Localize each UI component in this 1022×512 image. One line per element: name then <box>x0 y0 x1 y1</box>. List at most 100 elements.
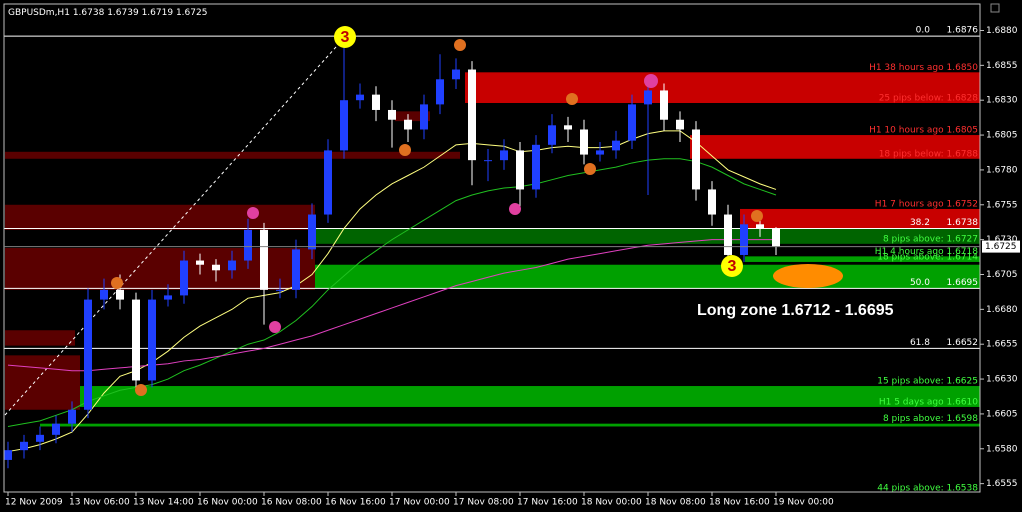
level-value: 1.6876 <box>947 26 979 36</box>
window-icon[interactable] <box>990 3 1000 13</box>
candle-body <box>388 109 396 120</box>
level-label: 0.0 <box>916 26 931 36</box>
marker <box>566 93 578 105</box>
marker <box>111 277 123 289</box>
marker <box>247 207 259 219</box>
y-tick-label: 1.6755 <box>986 200 1018 210</box>
candle-body <box>20 441 28 451</box>
candle-body <box>676 119 684 130</box>
wave-label: 3 <box>341 29 350 46</box>
zone-label: 8 pips above: 1.6598 <box>883 414 978 424</box>
y-tick-label: 1.6855 <box>986 61 1018 71</box>
axes: 1.6880 1.6855 1.6830 1.6805 1.6780 1.6755 1.67… <box>4 26 1020 508</box>
y-tick-label: 1.6780 <box>986 165 1018 175</box>
target-ellipse <box>773 264 843 288</box>
x-tick-label: 13 Nov 06:00 <box>69 498 130 508</box>
ohlc-close: 1.6725 <box>176 8 208 18</box>
x-tick-label: 16 Nov 16:00 <box>325 498 386 508</box>
candle-body <box>452 69 460 80</box>
candle-body <box>340 100 348 151</box>
zone <box>75 386 980 407</box>
candle-body <box>372 94 380 110</box>
zone <box>5 248 315 290</box>
level-value: 1.6738 <box>947 218 979 228</box>
candle-body <box>292 249 300 290</box>
zone-label: H1 4 hours ago 1.6718 <box>875 247 978 257</box>
y-tick-label: 1.6730 <box>986 235 1018 245</box>
marker <box>751 210 763 222</box>
zone <box>690 135 980 159</box>
x-tick-label: 17 Nov 08:00 <box>453 498 514 508</box>
price-box <box>982 240 1020 253</box>
level-label: 50.0 <box>910 278 930 288</box>
markers: 3 3 <box>111 26 843 396</box>
candles <box>4 44 780 469</box>
zone <box>395 111 430 122</box>
candle-body <box>52 423 60 435</box>
price-label: 1.6725 <box>985 242 1017 252</box>
candle-body <box>148 299 156 381</box>
candle-body <box>772 228 780 247</box>
zone-label: H1 7 hours ago 1.6752 <box>875 199 978 209</box>
candle-body <box>644 90 652 105</box>
candle-body <box>564 125 572 130</box>
bottom-note: 44 pips above: 1.6538 <box>877 484 978 494</box>
zone-label: H1 5 days ago 1.6610 <box>879 397 978 407</box>
zone <box>5 355 80 410</box>
marker <box>509 203 521 215</box>
marker <box>584 163 596 175</box>
x-tick-label: 19 Nov 00:00 <box>773 498 834 508</box>
level-value: 1.6695 <box>947 278 979 288</box>
zone <box>40 423 980 427</box>
zone-label: H1 38 hours ago 1.6850 <box>869 63 978 73</box>
candle-body <box>100 289 108 300</box>
candle-body <box>420 104 428 130</box>
x-tick-label: 18 Nov 00:00 <box>581 498 642 508</box>
marker <box>135 384 147 396</box>
candle-body <box>356 94 364 101</box>
level-label: 38.2 <box>910 218 930 228</box>
zone <box>310 228 980 244</box>
candle-body <box>660 90 668 120</box>
candle-body <box>116 289 124 300</box>
zone <box>5 204 315 230</box>
y-tick-label: 1.6630 <box>986 375 1018 385</box>
candle-body <box>548 125 556 145</box>
candle-body <box>36 434 44 442</box>
zone <box>5 151 460 159</box>
candle-body <box>132 299 140 381</box>
candle-body <box>276 289 284 291</box>
candle-body <box>212 264 220 271</box>
candle-body <box>244 229 252 261</box>
candle-body <box>84 299 92 410</box>
candle-body <box>740 224 748 255</box>
marker <box>454 39 466 51</box>
candle-body <box>404 119 412 130</box>
y-tick-label: 1.6830 <box>986 96 1018 106</box>
candle-body <box>308 214 316 250</box>
marker <box>644 74 658 88</box>
ohlc-open: 1.6738 <box>73 8 105 18</box>
candle-body <box>68 409 76 424</box>
candle-body <box>580 129 588 155</box>
level-value: 1.6652 <box>947 338 979 348</box>
candle-body <box>516 150 524 190</box>
x-tick-label: 17 Nov 16:00 <box>517 498 578 508</box>
zone <box>465 72 980 103</box>
wave-marker <box>334 26 356 48</box>
level-label: 61.8 <box>910 338 930 348</box>
zone-label: H1 10 hours ago 1.6805 <box>869 126 978 136</box>
long-zone-note: Long zone 1.6712 - 1.6695 <box>697 302 894 319</box>
candle-body <box>596 150 604 155</box>
candle-body <box>532 144 540 190</box>
y-tick-label: 1.6880 <box>986 26 1018 36</box>
x-tick-label: 16 Nov 08:00 <box>261 498 322 508</box>
x-tick-label: 16 Nov 00:00 <box>197 498 258 508</box>
chart-title: GBPUSDm,H1 1.6738 1.6739 1.6719 1.6725 <box>8 8 207 18</box>
zone <box>310 264 980 289</box>
x-tick-label: 18 Nov 08:00 <box>645 498 706 508</box>
x-tick-label: 18 Nov 16:00 <box>709 498 770 508</box>
candle-body <box>500 150 508 161</box>
ohlc-low: 1.6719 <box>142 8 174 18</box>
